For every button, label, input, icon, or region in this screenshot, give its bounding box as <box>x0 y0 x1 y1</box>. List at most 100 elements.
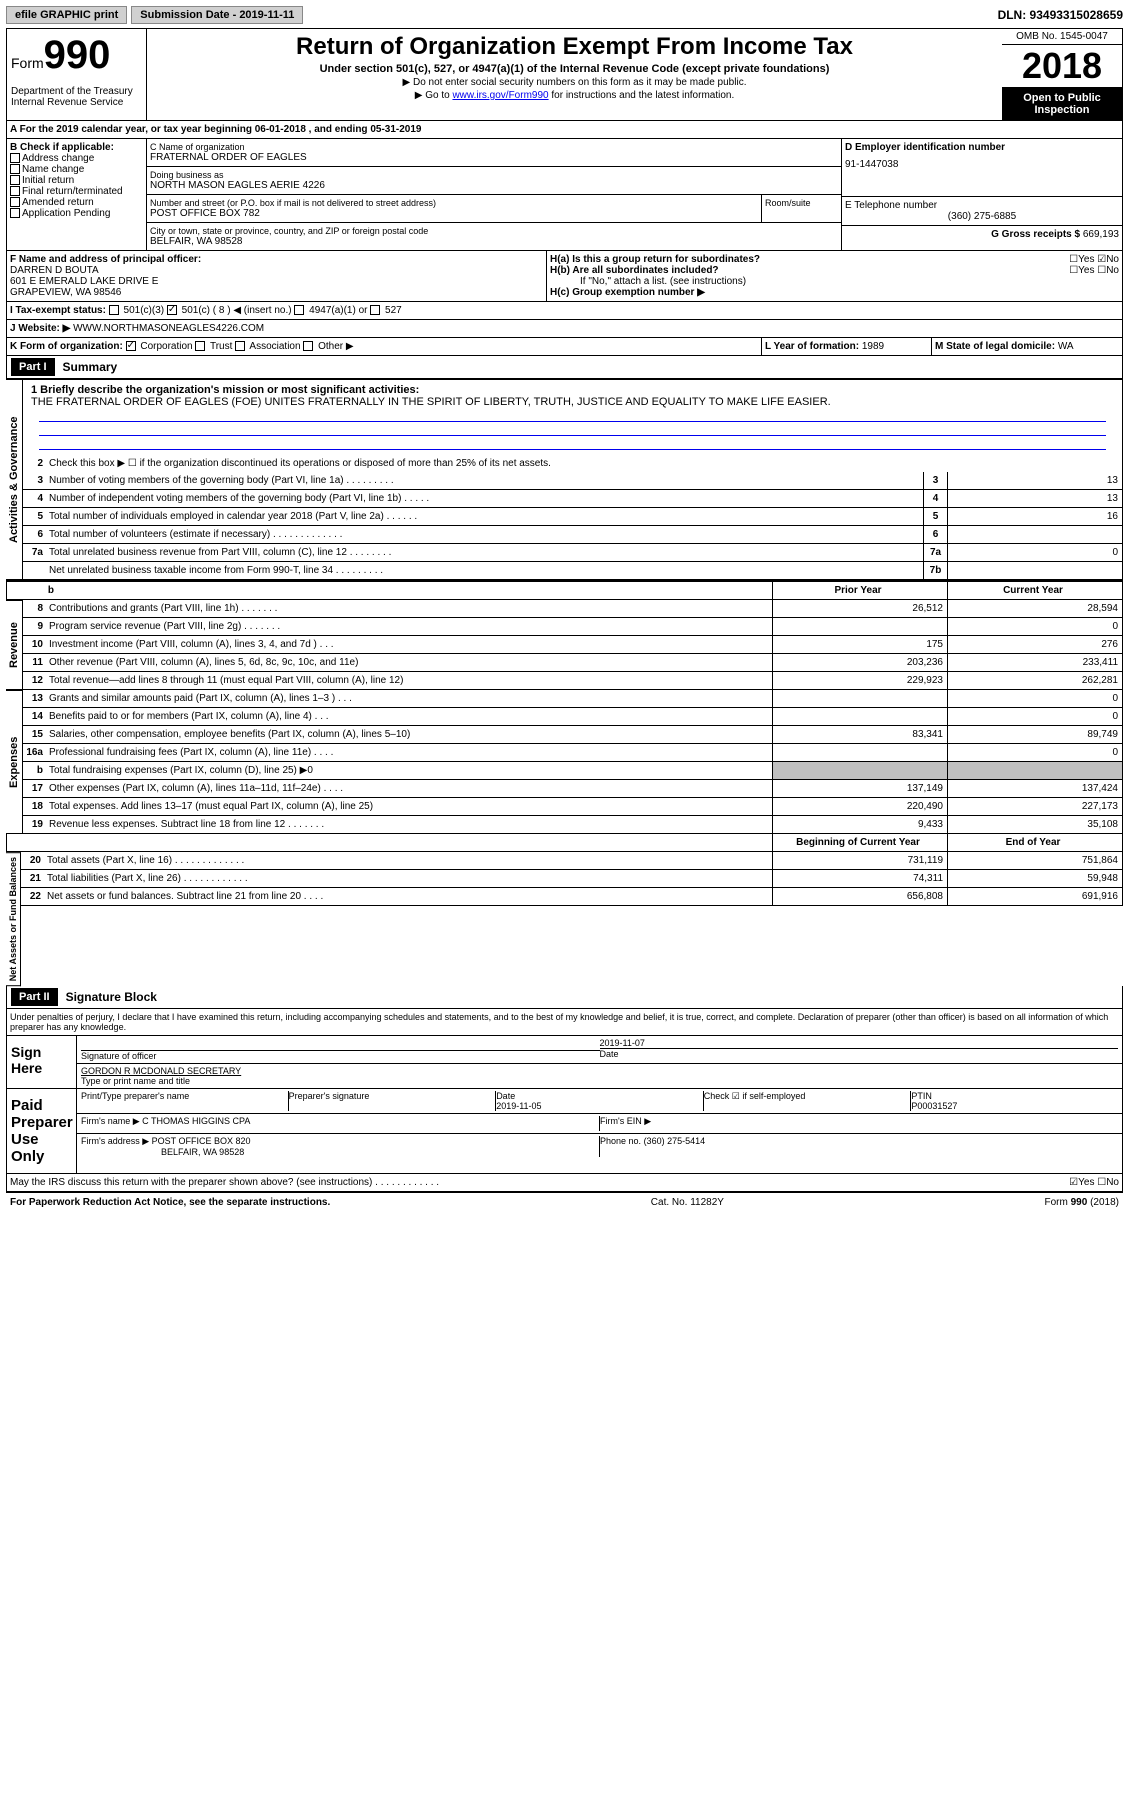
submission-date-button[interactable]: Submission Date - 2019-11-11 <box>131 6 303 24</box>
dept-label: Department of the Treasury Internal Reve… <box>11 86 142 108</box>
h-b-note: If "No," attach a list. (see instruction… <box>550 276 1119 287</box>
org-form-option[interactable]: Corporation <box>126 341 196 352</box>
org-form-option[interactable]: Trust <box>195 341 235 352</box>
summary-line: 22Net assets or fund balances. Subtract … <box>21 888 1123 906</box>
line2-text: Check this box ▶ ☐ if the organization d… <box>47 458 1122 469</box>
dba-label: Doing business as <box>150 170 838 180</box>
efile-button[interactable]: efile GRAPHIC print <box>6 6 127 24</box>
checkbox-item[interactable]: Amended return <box>10 197 143 208</box>
phone-value: (360) 275-6885 <box>845 211 1119 222</box>
sig-name: GORDON R MCDONALD SECRETARY <box>81 1066 1118 1076</box>
firm-name-label: Firm's name ▶ <box>81 1116 140 1126</box>
footer-right: Form 990 (2018) <box>1045 1197 1119 1208</box>
addr-label: Number and street (or P.O. box if mail i… <box>150 198 758 208</box>
website-label: J Website: ▶ <box>10 323 70 334</box>
h-c: H(c) Group exemption number ▶ <box>550 287 1119 298</box>
form-title: Return of Organization Exempt From Incom… <box>151 33 998 61</box>
prep-date: 2019-11-05 <box>496 1101 703 1111</box>
firm-ein-label: Firm's EIN ▶ <box>600 1116 1118 1131</box>
summary-line: 3Number of voting members of the governi… <box>23 472 1123 490</box>
org-name: FRATERNAL ORDER OF EAGLES <box>150 152 838 163</box>
omb-number: OMB No. 1545-0047 <box>1002 29 1122 45</box>
domicile-label: M State of legal domicile: <box>935 341 1055 352</box>
tax-status-label: I Tax-exempt status: <box>10 305 106 316</box>
addr-value: POST OFFICE BOX 782 <box>150 208 758 219</box>
summary-line: 19Revenue less expenses. Subtract line 1… <box>23 816 1123 834</box>
officer-addr2: GRAPEVIEW, WA 98546 <box>10 287 543 298</box>
note-ssn: ▶ Do not enter social security numbers o… <box>151 77 998 88</box>
prep-ptin-label: PTIN <box>911 1091 1118 1101</box>
org-name-label: C Name of organization <box>150 142 838 152</box>
summary-line: 21Total liabilities (Part X, line 26) . … <box>21 870 1123 888</box>
firm-addr: POST OFFICE BOX 820 <box>152 1136 251 1146</box>
firm-addr-label: Firm's address ▶ <box>81 1136 149 1146</box>
summary-line: bTotal fundraising expenses (Part IX, co… <box>23 762 1123 780</box>
tax-status-option[interactable]: 501(c) ( 8 ) ◀ (insert no.) <box>167 305 295 316</box>
revenue-tab: Revenue <box>6 600 23 690</box>
current-year-header: Current Year <box>947 582 1122 599</box>
summary-line: 6Total number of volunteers (estimate if… <box>23 526 1123 544</box>
note-link: ▶ Go to www.irs.gov/Form990 for instruct… <box>151 90 998 101</box>
summary-line: 12Total revenue—add lines 8 through 11 (… <box>23 672 1123 690</box>
mission-text: THE FRATERNAL ORDER OF EAGLES (FOE) UNIT… <box>31 396 1114 408</box>
tax-status-option[interactable]: 501(c)(3) <box>109 305 167 316</box>
website-value: WWW.NORTHMASONEAGLES4226.COM <box>73 323 264 334</box>
prep-sig-label: Preparer's signature <box>289 1091 497 1111</box>
sig-name-label: Type or print name and title <box>81 1076 1118 1086</box>
begin-year-header: Beginning of Current Year <box>772 834 947 851</box>
irs-link[interactable]: www.irs.gov/Form990 <box>452 90 548 101</box>
summary-line: 9Program service revenue (Part VIII, lin… <box>23 618 1123 636</box>
h-a: H(a) Is this a group return for subordin… <box>550 254 1119 265</box>
end-year-header: End of Year <box>947 834 1122 851</box>
summary-line: 17Other expenses (Part IX, column (A), l… <box>23 780 1123 798</box>
year-formation-label: L Year of formation: <box>765 341 859 352</box>
gross-receipts-label: G Gross receipts $ <box>991 229 1080 240</box>
governance-tab: Activities & Governance <box>6 379 23 580</box>
summary-line: 5Total number of individuals employed in… <box>23 508 1123 526</box>
summary-line: 8Contributions and grants (Part VIII, li… <box>23 600 1123 618</box>
summary-line: 16aProfessional fundraising fees (Part I… <box>23 744 1123 762</box>
checkbox-item[interactable]: Address change <box>10 153 143 164</box>
checkbox-item[interactable]: Initial return <box>10 175 143 186</box>
part2-badge: Part II <box>11 988 58 1006</box>
officer-addr1: 601 E EMERALD LAKE DRIVE E <box>10 276 543 287</box>
period-row: A For the 2019 calendar year, or tax yea… <box>6 121 1123 139</box>
officer-name: DARREN D BOUTA <box>10 265 543 276</box>
firm-phone: (360) 275-5414 <box>644 1136 706 1146</box>
prep-check-label: Check ☑ if self-employed <box>704 1091 912 1111</box>
mission-label: 1 Briefly describe the organization's mi… <box>31 384 1114 396</box>
sign-here-label: Sign Here <box>7 1036 77 1088</box>
form-header: Form990 Department of the Treasury Inter… <box>6 28 1123 121</box>
discuss-answer: ☑Yes ☐No <box>1069 1177 1119 1188</box>
city-label: City or town, state or province, country… <box>150 226 838 236</box>
prep-date-label: Date <box>496 1091 703 1101</box>
dln-text: DLN: 93493315028659 <box>998 8 1123 22</box>
footer-mid: Cat. No. 11282Y <box>651 1197 724 1208</box>
officer-label: F Name and address of principal officer: <box>10 254 543 265</box>
part1-title: Summary <box>63 360 118 374</box>
summary-line: Net unrelated business taxable income fr… <box>23 562 1123 580</box>
checkbox-item[interactable]: Name change <box>10 164 143 175</box>
prep-ptin: P00031527 <box>911 1101 1118 1111</box>
tax-status-option[interactable]: 527 <box>370 305 401 316</box>
netassets-tab: Net Assets or Fund Balances <box>6 852 21 986</box>
discuss-text: May the IRS discuss this return with the… <box>10 1177 1069 1188</box>
ein-value: 91-1447038 <box>845 159 1119 170</box>
tax-status-option[interactable]: 4947(a)(1) or <box>294 305 370 316</box>
domicile-value: WA <box>1058 341 1074 352</box>
top-toolbar: efile GRAPHIC print Submission Date - 20… <box>6 6 1123 24</box>
checkbox-item[interactable]: Application Pending <box>10 208 143 219</box>
part2-title: Signature Block <box>66 990 157 1004</box>
form-number: Form990 <box>11 33 142 78</box>
summary-line: 14Benefits paid to or for members (Part … <box>23 708 1123 726</box>
summary-line: 18Total expenses. Add lines 13–17 (must … <box>23 798 1123 816</box>
h-b: H(b) Are all subordinates included? ☐Yes… <box>550 265 1119 276</box>
dba-value: NORTH MASON EAGLES AERIE 4226 <box>150 180 838 191</box>
checkbox-item[interactable]: Final return/terminated <box>10 186 143 197</box>
ein-label: D Employer identification number <box>845 142 1119 153</box>
org-form-option[interactable]: Association <box>235 341 303 352</box>
gross-receipts-value: 669,193 <box>1083 229 1119 240</box>
footer-left: For Paperwork Reduction Act Notice, see … <box>10 1197 330 1208</box>
org-form-option[interactable]: Other ▶ <box>303 341 353 352</box>
year-formation-value: 1989 <box>862 341 884 352</box>
